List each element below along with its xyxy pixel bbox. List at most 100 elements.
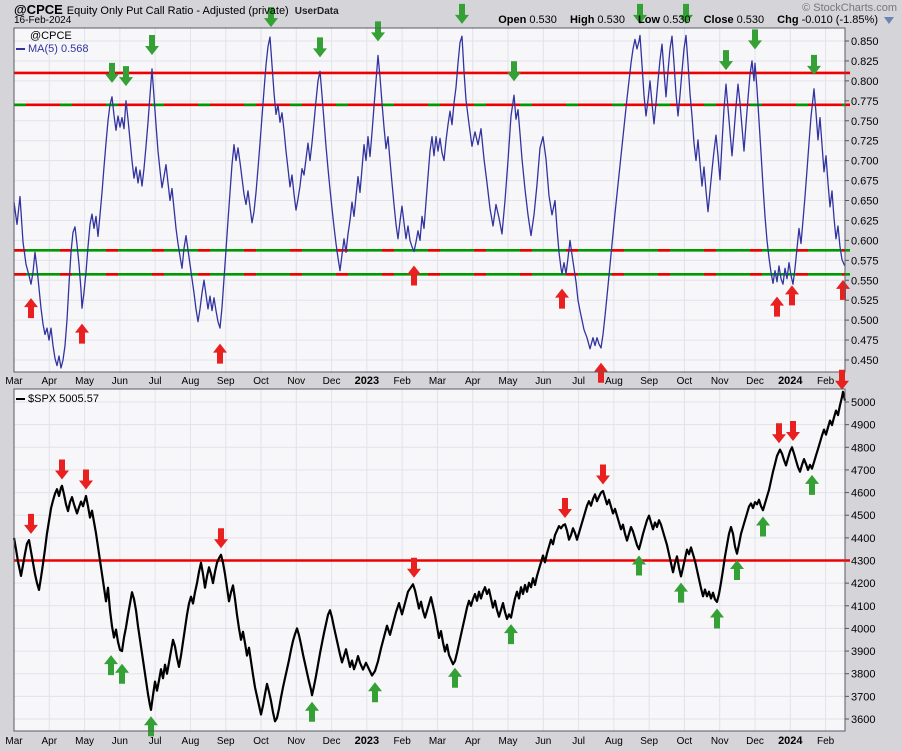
sell-signal-arrow [679,3,693,24]
x-axis-label: Dec [323,736,341,747]
y-axis-label: 0.575 [851,255,879,267]
buy-signal-arrow [756,516,770,537]
sell-signal-arrow [79,469,93,490]
x-axis-label: Aug [182,736,200,747]
x-axis-label: Jun [535,376,551,387]
buy-signal-arrow [555,288,569,309]
buy-signal-arrow [594,362,608,383]
x-axis-label: May [75,376,94,387]
cpce-price-line [13,34,846,369]
buy-signal-arrow [448,667,462,688]
y-axis-label: 0.650 [851,196,879,208]
buy-signal-arrow [710,608,724,629]
y-axis-label: 0.825 [851,56,879,68]
y-axis-label: 0.450 [851,355,879,367]
low-value: 0.530 [663,14,691,26]
x-axis-label: 2024 [778,735,803,747]
spx-legend-text: $SPX 5005.57 [28,393,99,405]
sell-signal-arrow [786,420,800,441]
ma-legend-text: MA(5) 0.568 [28,43,89,55]
buy-signal-arrow [674,582,688,603]
y-axis-label: 0.725 [851,136,879,148]
high-value: 0.530 [597,14,625,26]
x-axis-label: May [499,736,518,747]
y-axis-label: 4200 [851,578,875,590]
sell-signal-arrow [596,464,610,485]
symbol-label: @CPCE [14,2,63,17]
x-axis-label: Oct [677,376,693,387]
buy-signal-arrow [407,265,421,286]
y-axis-label: 3700 [851,691,875,703]
high-label: High [569,14,595,26]
buy-signal-arrow [213,343,227,364]
sell-signal-arrow [55,459,69,480]
x-axis-label: Apr [42,736,58,747]
buy-signal-arrow [805,474,819,495]
spx-panel: 5000 4900 4800 4700 4600 4500 4400 4300 4200 4100… [5,369,875,747]
x-axis-label: Dec [746,736,764,747]
y-axis-label: 4400 [851,533,875,545]
x-axis-label: Jul [149,376,162,387]
chart-date: 16-Feb-2024 [14,15,72,26]
x-axis-label: Mar [429,376,447,387]
y-axis-label: 4500 [851,510,875,522]
sell-signal-arrow [719,50,733,71]
y-axis-label: 0.800 [851,76,879,88]
x-axis-label: Sep [640,376,658,387]
sell-signal-arrow [633,3,647,24]
y-axis-label: 0.700 [851,156,879,168]
y-axis-label: 4900 [851,420,875,432]
buy-signal-arrow [305,701,319,722]
x-axis-label: Nov [711,736,729,747]
sell-signal-arrow [214,528,228,549]
stockcharts-copyright: © StockCharts.com [802,2,897,14]
sell-signal-arrow [507,61,521,82]
x-axis-label: Oct [677,736,693,747]
x-axis-label: Feb [394,376,412,387]
buy-signal-arrow [632,555,646,576]
x-axis-label: May [499,376,518,387]
y-axis-label: 3600 [851,714,875,726]
chg-label: Chg [777,14,799,26]
buy-signal-arrow [115,663,129,684]
x-axis-label: Nov [711,376,729,387]
x-axis-label: Mar [5,736,23,747]
buy-signal-arrow [730,560,744,581]
x-axis-label: Oct [253,736,269,747]
x-axis-label: Jun [112,736,128,747]
user-data-tag: UserData [294,6,339,17]
y-axis-label: 0.850 [851,36,879,48]
y-axis-label: 0.750 [851,116,879,128]
x-axis-label: 2023 [355,375,379,387]
sell-signal-arrow [807,54,821,75]
buy-signal-arrow [504,624,518,645]
y-axis-label: 0.600 [851,235,879,247]
buy-signal-arrow [770,296,784,317]
cpce-legend-ma: MA(5) 0.568 [16,43,89,55]
sell-signal-arrow [119,66,133,87]
buy-signal-arrow [104,655,118,676]
spx-legend: $SPX 5005.57 [16,393,99,405]
chevron-down-icon[interactable] [884,17,894,24]
x-axis-label: Aug [182,376,200,387]
sell-signal-arrow [264,7,278,28]
x-axis-label: Feb [394,736,412,747]
buy-signal-arrow [785,285,799,306]
x-axis-label: Jun [535,736,551,747]
y-axis-label: 4800 [851,442,875,454]
buy-signal-arrow [368,682,382,703]
x-axis-label: Jul [149,736,162,747]
y-axis-label: 4600 [851,488,875,500]
x-axis-label: Mar [429,736,447,747]
y-axis-label: 0.550 [851,275,879,287]
y-axis-label: 0.625 [851,215,879,227]
chart-header: @CPCE Equity Only Put Call Ratio - Adjust… [14,1,902,17]
buy-signal-arrow [75,323,89,344]
y-axis-label: 0.675 [851,176,879,188]
sell-signal-arrow [105,62,119,83]
x-axis-label: Jun [112,376,128,387]
y-axis-label: 4700 [851,465,875,477]
x-axis-label: Sep [640,736,658,747]
x-axis-label: Dec [323,376,341,387]
